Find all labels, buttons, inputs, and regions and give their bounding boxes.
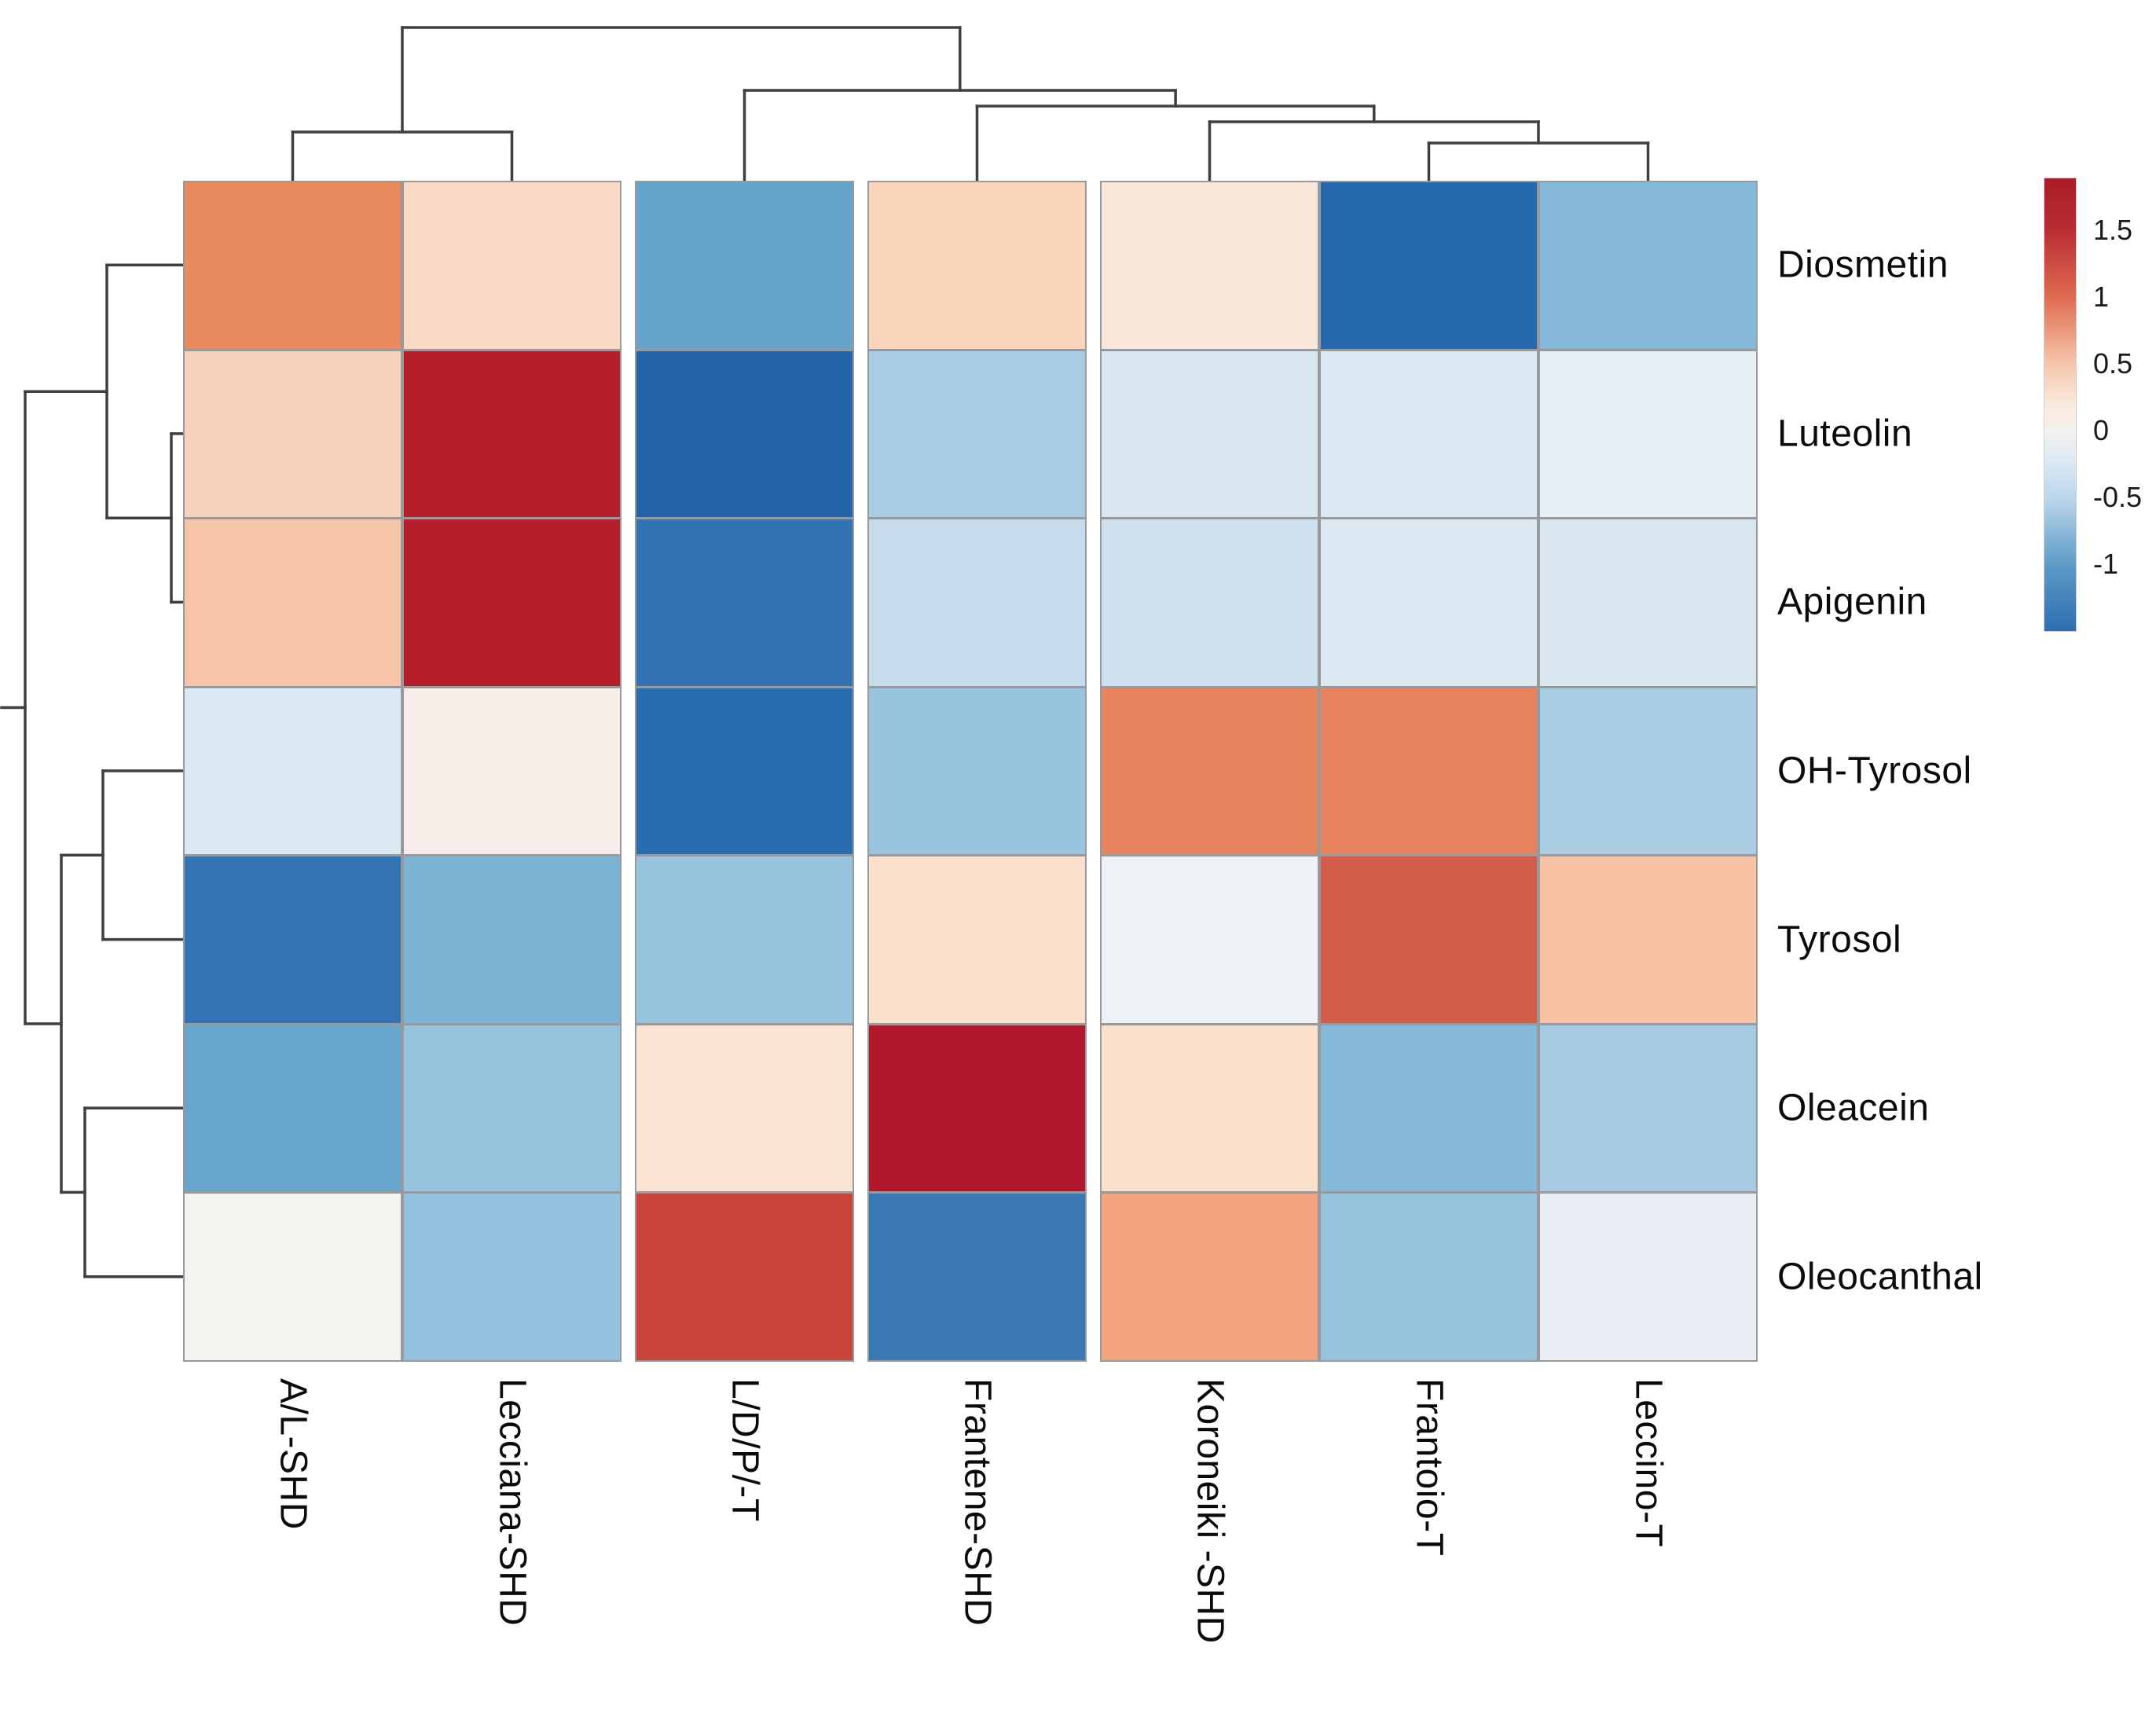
row-label: Apigenin	[1777, 581, 1927, 623]
row-label: Luteolin	[1777, 413, 1913, 455]
colorbar-tick-label: -0.5	[2093, 481, 2143, 514]
heatmap-cell	[1538, 349, 1758, 519]
heatmap-cell	[635, 518, 854, 688]
heatmap-cell	[867, 686, 1087, 856]
heatmap-cell	[1319, 686, 1538, 856]
heatmap-cell	[1319, 518, 1538, 688]
colorbar-tick-label: 0	[2093, 414, 2110, 447]
heatmap-cell	[1319, 349, 1538, 519]
heatmap-cell	[1100, 1023, 1319, 1194]
column-label: Koroneiki -SHD	[1189, 1378, 1230, 1644]
heatmap-cell	[402, 686, 622, 856]
row-dendrogram	[0, 263, 185, 1278]
heatmap-cell	[867, 1192, 1087, 1362]
heatmap-cell	[1319, 1023, 1538, 1194]
heatmap-cell	[1538, 181, 1758, 350]
heatmap-cell	[1100, 855, 1319, 1025]
column-label: Frantoio-T	[1408, 1378, 1450, 1557]
heatmap-cell	[1538, 1192, 1758, 1362]
heatmap-cell	[402, 855, 622, 1025]
heatmap-cell	[1100, 518, 1319, 688]
heatmap-cell	[635, 1023, 854, 1194]
heatmap-cell	[183, 181, 402, 350]
heatmap-cell	[1100, 181, 1319, 350]
heatmap-cell	[1319, 181, 1538, 350]
heatmap-cell	[1538, 518, 1758, 688]
heatmap-cell	[1538, 855, 1758, 1025]
heatmap-cell	[183, 855, 402, 1025]
heatmap-cell	[402, 1192, 622, 1362]
heatmap-cell	[867, 1023, 1087, 1194]
heatmap-cell	[635, 181, 854, 350]
heatmap-cell	[635, 686, 854, 856]
heatmap-cell	[183, 349, 402, 519]
heatmap-cell	[635, 855, 854, 1025]
heatmap-cell	[1319, 1192, 1538, 1362]
column-label: A/L-SHD	[272, 1378, 314, 1530]
colorbar	[2044, 178, 2076, 631]
row-label: OH-Tyrosol	[1777, 750, 1972, 792]
heatmap-cell	[867, 181, 1087, 350]
row-label: Oleacein	[1777, 1087, 1930, 1129]
column-label: Frantene-SHD	[956, 1378, 998, 1627]
heatmap-cell	[402, 1023, 622, 1194]
colorbar-tick-label: 0.5	[2093, 347, 2133, 380]
colorbar-tick-label: 1	[2093, 281, 2110, 314]
heatmap-cell	[867, 518, 1087, 688]
row-label: Oleocanthal	[1777, 1256, 1983, 1298]
heatmap-cell	[183, 1192, 402, 1362]
column-label: L/D/P/-T	[724, 1378, 765, 1522]
heatmap-cell	[867, 349, 1087, 519]
heatmap-cell	[1100, 349, 1319, 519]
heatmap-cell	[1538, 1023, 1758, 1194]
heatmap-cell	[183, 1023, 402, 1194]
heatmap-cell	[1100, 686, 1319, 856]
colorbar-tick-label: 1.5	[2093, 214, 2133, 247]
heatmap-cell	[867, 855, 1087, 1025]
column-label: Lecciana-SHD	[491, 1378, 533, 1627]
heatmap-cell	[1538, 686, 1758, 856]
heatmap-cell	[183, 686, 402, 856]
row-label: Diosmetin	[1777, 244, 1949, 286]
colorbar-tick-label: -1	[2093, 548, 2119, 581]
heatmap-cell	[635, 1192, 854, 1362]
heatmap-cell	[402, 518, 622, 688]
column-dendrogram	[291, 26, 1650, 182]
heatmap-cell	[183, 518, 402, 688]
heatmap-cell	[402, 181, 622, 350]
heatmap-cell	[635, 349, 854, 519]
heatmap-cell	[1100, 1192, 1319, 1362]
column-label: Leccino-T	[1627, 1378, 1669, 1548]
heatmap-cell	[1319, 855, 1538, 1025]
row-label: Tyrosol	[1777, 919, 1902, 961]
heatmap-cell	[402, 349, 622, 519]
